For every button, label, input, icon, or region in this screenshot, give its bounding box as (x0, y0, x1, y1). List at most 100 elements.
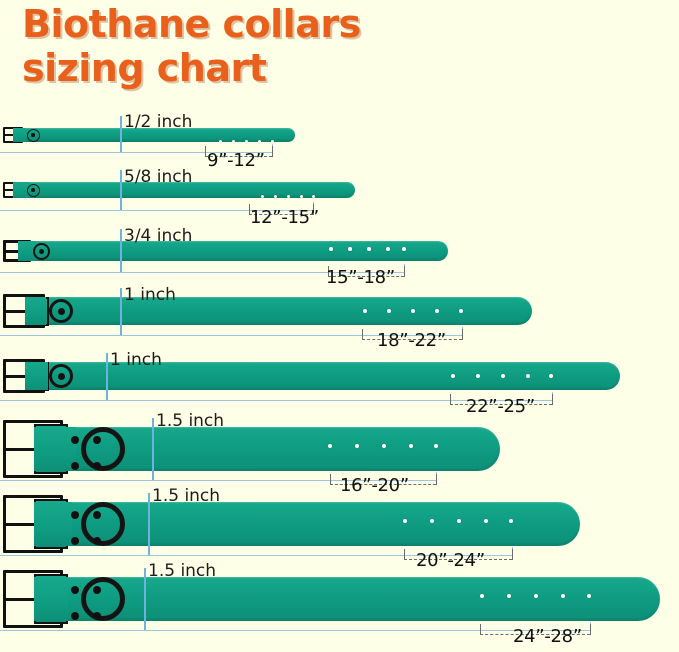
strap-hole (402, 247, 406, 251)
strap-width-label: 1.5 inch (156, 411, 225, 431)
strap-hole (435, 309, 439, 313)
collar-strap (66, 502, 580, 546)
neck-size-range-label: 16”-20” (340, 475, 409, 496)
range-dashed-tick (404, 549, 405, 560)
strap-width-tick (148, 493, 150, 555)
strap-hole (386, 247, 390, 251)
range-dashed-tick (249, 204, 250, 215)
strap-width-tick (106, 353, 108, 400)
strap-width-label: 3/4 inch (124, 226, 193, 246)
buckle-to-ring-strap (24, 362, 48, 390)
strap-hole (273, 194, 277, 198)
buckle-to-ring-strap (34, 502, 72, 546)
buckle-center-bar (3, 250, 31, 253)
strap-hole (286, 194, 290, 198)
d-ring (81, 502, 125, 546)
neck-size-range-label: 18”-22” (377, 330, 446, 351)
measurement-baseline (0, 210, 313, 211)
range-dashed-tick (272, 146, 273, 157)
buckle-rivet (71, 537, 79, 545)
strap-width-tick (144, 568, 146, 630)
measurement-baseline (0, 555, 512, 556)
strap-width-label: 1.5 inch (152, 486, 221, 506)
strap-hole (459, 309, 463, 313)
strap-width-label: 1 inch (124, 285, 176, 305)
range-dashed-tick (205, 146, 206, 157)
strap-width-tick (152, 418, 154, 480)
buckle-center-bar (3, 189, 23, 191)
buckle-pin (57, 372, 65, 380)
strap-hole (257, 139, 261, 143)
buckle-rivet (93, 462, 101, 470)
buckle-pin (31, 133, 35, 137)
strap-hole (299, 194, 303, 198)
buckle-center-bar (3, 310, 45, 313)
range-dashed-tick (590, 624, 591, 635)
neck-size-range-label: 24”-28” (513, 626, 582, 647)
buckle-to-ring-strap (13, 128, 26, 142)
measurement-baseline (0, 630, 590, 631)
strap-hole (231, 139, 235, 143)
collar-strap (62, 577, 660, 621)
neck-size-range-label: 20”-24” (416, 550, 485, 571)
buckle-pin (38, 248, 44, 254)
d-ring (26, 183, 40, 197)
neck-size-range-label: 15”-18” (326, 267, 395, 288)
collar-strap (40, 297, 532, 325)
title-line-2: sizing chart (22, 46, 267, 90)
strap-hole (363, 309, 367, 313)
range-dashed-span (249, 214, 313, 215)
buckle-pin (57, 307, 65, 315)
buckle-center-bar (3, 448, 63, 451)
strap-hole (327, 443, 333, 449)
buckle-rivet (71, 462, 79, 470)
buckle-center-bar (3, 375, 45, 378)
d-ring (81, 427, 125, 471)
neck-size-range-label: 9”-12” (207, 150, 265, 171)
buckle-rivet (93, 511, 101, 519)
strap-hole (456, 518, 462, 524)
buckle-center-bar (3, 523, 63, 526)
range-dashed-span (330, 484, 436, 485)
buckle-rivet (93, 612, 101, 620)
range-dashed-tick (462, 329, 463, 340)
range-dashed-span (362, 339, 462, 340)
strap-hole (476, 374, 480, 378)
strap-hole (433, 443, 439, 449)
title-line-1: Biothane collars (22, 2, 361, 46)
measurement-baseline (0, 480, 436, 481)
measurement-baseline (0, 272, 404, 273)
buckle-center-bar (3, 134, 23, 136)
range-dashed-span (450, 404, 552, 405)
range-dashed-tick (330, 474, 331, 485)
neck-size-range-label: 22”-25” (466, 396, 535, 417)
strap-hole (354, 443, 360, 449)
strap-hole (260, 194, 264, 198)
strap-width-label: 1.5 inch (148, 561, 217, 581)
measurement-baseline (0, 152, 272, 153)
strap-hole (549, 374, 553, 378)
strap-hole (526, 374, 530, 378)
measurement-baseline (0, 400, 552, 401)
range-dashed-tick (552, 394, 553, 405)
range-dashed-tick (362, 329, 363, 340)
buckle-rivet (93, 436, 101, 444)
buckle-rivet (71, 511, 79, 519)
strap-width-tick (120, 229, 122, 273)
strap-hole (451, 374, 455, 378)
strap-hole (244, 139, 248, 143)
strap-width-label: 1/2 inch (124, 112, 193, 132)
range-dashed-span (205, 156, 272, 157)
range-dashed-tick (328, 266, 329, 277)
collar-strap (24, 182, 355, 198)
buckle-to-ring-strap (34, 577, 68, 621)
d-ring (49, 364, 73, 388)
strap-hole (483, 518, 489, 524)
strap-hole (348, 247, 352, 251)
range-dashed-tick (404, 266, 405, 277)
buckle-rivet (93, 586, 101, 594)
range-dashed-tick (450, 394, 451, 405)
strap-hole (381, 443, 387, 449)
strap-hole (408, 443, 414, 449)
